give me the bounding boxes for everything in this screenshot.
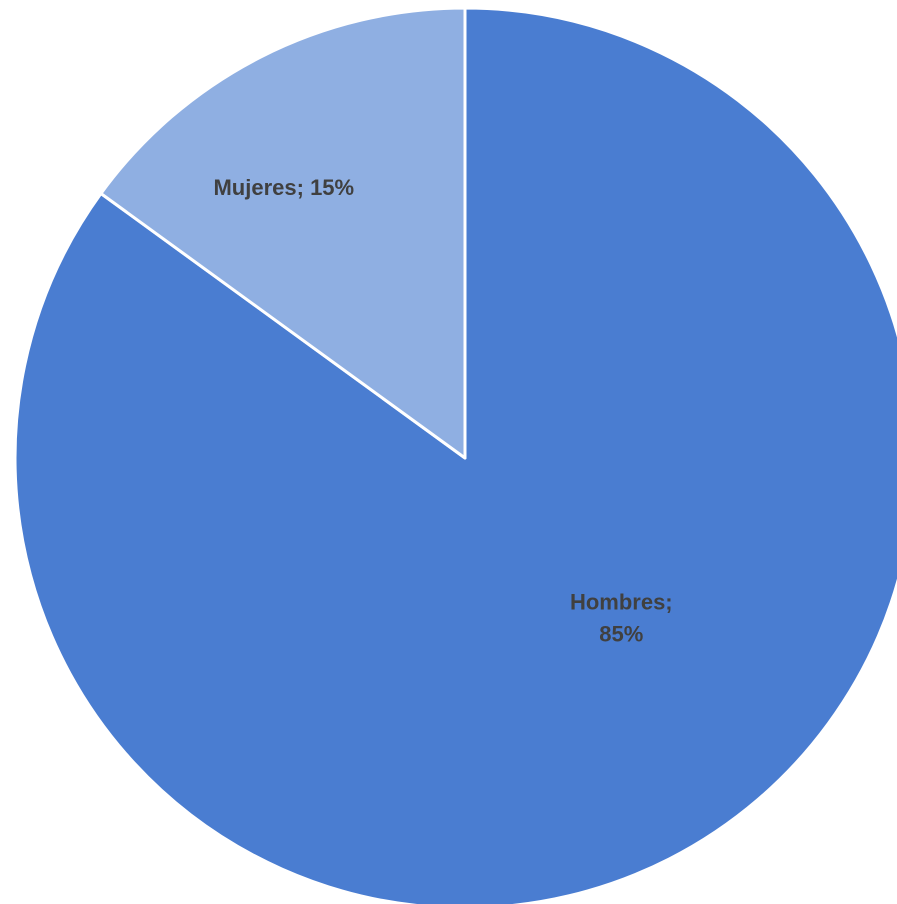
pie-slice-mujeres: [99, 6, 467, 460]
data-label-line: 85%: [599, 622, 643, 647]
data-label-hombres: Hombres; 85%: [570, 590, 673, 647]
data-label-line: Hombres;: [570, 590, 673, 615]
pie-slices: [13, 6, 897, 904]
data-label-line: Mujeres; 15%: [213, 175, 354, 200]
data-label-mujeres: Mujeres; 15%: [213, 175, 354, 200]
pie-slice-hombres: [13, 6, 897, 904]
pie-data-labels: Hombres; 85% Mujeres; 15%: [213, 175, 672, 647]
